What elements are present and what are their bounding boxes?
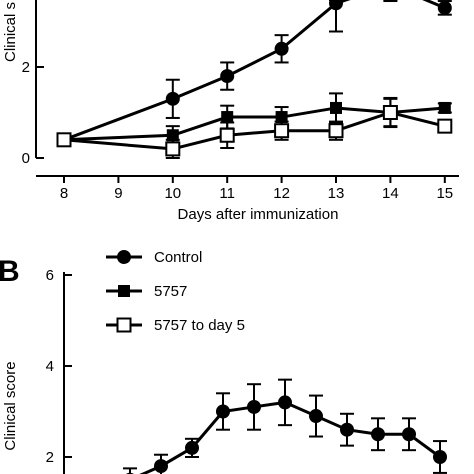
panel-a-xtick-label: 9 [114,185,122,202]
panel-a-xtick-label: 14 [382,185,399,202]
panel-b-ytick-label: 6 [46,267,54,284]
panel-a-chart: Clinical s 0 2 8 9 10 11 12 13 14 15 Days after … [2,0,459,223]
panel-b-series-0 [123,378,447,474]
panel-b-data-point [216,404,230,419]
panel-a-series-2 [56,96,453,159]
panel-b-data-point [154,459,168,474]
panel-b-ytick-label: 4 [46,358,54,375]
panel-b-data-point [309,409,323,424]
panel-b-data-point [247,399,261,414]
panel-a-data-point [329,0,343,11]
panel-a-data-point [437,118,453,134]
panel-b-data-point [278,395,292,410]
panel-b-data-point [340,422,354,437]
panel-b-data-point [371,427,385,442]
panel-b-data-point [402,427,416,442]
panel-a-series-0 [57,0,452,147]
panel-a-data-point [219,127,235,143]
panel-a-data-point [220,69,235,84]
legend-marker [116,317,132,333]
panel-a-data-point [166,129,179,142]
panel-a-ytick-label: 2 [22,59,30,76]
panel-a-xtick-label: 10 [164,185,181,202]
panel-b-ytick-label: 2 [46,449,54,466]
panel-a-xtick-label: 13 [328,185,345,202]
legend-entry: 5757 [106,283,187,300]
panel-a-data-point [165,141,181,157]
panel-b-ylabel: Clinical score [2,361,19,450]
panel-a-data-point [382,105,398,120]
panel-a-data-point [330,101,342,114]
panel-a-xlabel: Days after immunization [178,206,339,223]
panel-b-data-point [433,450,447,464]
panel-b-data-point [185,440,199,455]
legend-label: 5757 to day 5 [154,317,245,334]
panel-a-data-point [56,132,72,148]
legend-label: 5757 [154,283,187,300]
panel-a-data-point [328,123,344,139]
panel-b-chart: B Clinical score 2 4 6 Control 5757 5757 to … [0,249,447,474]
legend-entry: Control [106,249,202,266]
panel-a-data-point [274,41,289,56]
panel-a-ylabel: Clinical s [2,2,19,62]
panel-b-letter: B [0,255,20,288]
panel-a-xtick-label: 8 [60,185,68,202]
legend-marker [117,250,131,264]
legend-entry: 5757 to day 5 [106,317,245,334]
panel-a-data-point [221,111,234,124]
legend-marker [118,285,130,297]
panel-a-data-point [165,91,180,106]
panel-a-xtick-label: 11 [219,185,235,202]
legend-label: Control [154,249,202,266]
panel-a-xtick-label: 15 [436,185,453,202]
panel-a-data-point [437,0,452,15]
panel-a-ytick-label: 0 [22,150,30,167]
panel-a-data-point [274,123,290,139]
panel-a-xtick-label: 12 [273,185,290,202]
panel-a-data-point [438,101,451,114]
panel-a-data-point [275,111,288,124]
